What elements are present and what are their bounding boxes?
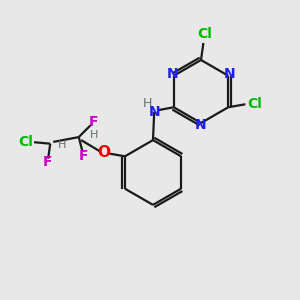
Text: F: F [79, 149, 88, 163]
Text: Cl: Cl [18, 135, 33, 149]
Text: H: H [90, 130, 98, 140]
Text: H: H [58, 140, 66, 150]
Text: N: N [195, 118, 207, 132]
Text: N: N [167, 67, 178, 81]
Text: Cl: Cl [247, 97, 262, 111]
Text: O: O [97, 145, 110, 160]
Text: Cl: Cl [197, 27, 212, 41]
Text: N: N [224, 67, 235, 81]
Text: H: H [143, 97, 152, 110]
Text: F: F [88, 115, 98, 129]
Text: F: F [43, 155, 52, 169]
Text: N: N [148, 105, 160, 119]
